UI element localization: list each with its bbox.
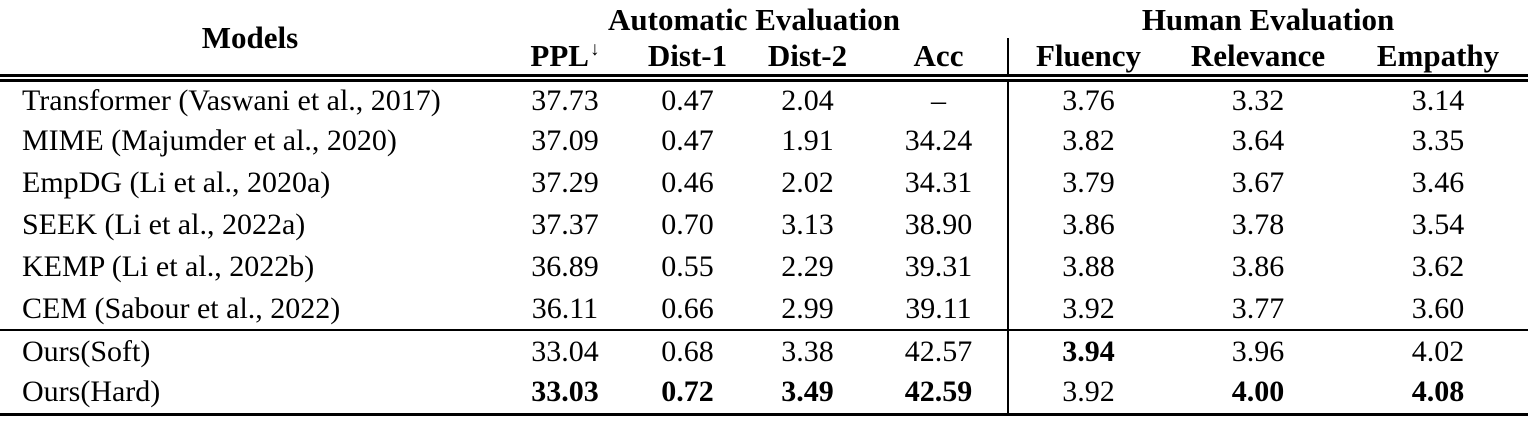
- metric-value: 3.86: [1231, 250, 1285, 283]
- model-name: KEMP (Li et al., 2022b): [22, 250, 315, 283]
- metric-value: 2.02: [781, 166, 834, 199]
- metric-value: 34.31: [904, 166, 973, 199]
- model-name: MIME (Majumder et al., 2020): [22, 124, 397, 157]
- metric-value: 3.13: [781, 208, 834, 241]
- metric-value: 3.32: [1231, 84, 1285, 117]
- metric-value: 33.04: [500, 329, 630, 372]
- table-row: KEMP (Li et al., 2022b) 36.89 0.55 2.29 39.3…: [0, 246, 1528, 288]
- metric-value: 3.62: [1411, 250, 1465, 283]
- col-header-ppl: PPL↓: [500, 38, 630, 82]
- ppl-label: PPL: [530, 38, 589, 73]
- model-name: Ours(Soft): [0, 329, 500, 372]
- metric-value: 3.86: [1007, 204, 1168, 246]
- ours-models-body: Ours(Soft) 33.04 0.68 3.38 42.57 3.94 3.96 4.02…: [0, 329, 1528, 414]
- metric-value: 2.29: [781, 250, 834, 283]
- metric-value: 3.94: [1007, 329, 1168, 372]
- metric-value: 0.47: [661, 124, 714, 157]
- group-header-human-evaluation: Human Evaluation: [1141, 2, 1395, 37]
- col-header-dist2: Dist-2: [745, 38, 870, 82]
- metric-value: 38.90: [904, 208, 973, 241]
- metric-value: 0.46: [661, 166, 714, 199]
- model-name: Ours(Hard): [22, 375, 161, 409]
- col-header-acc: Acc: [870, 38, 1008, 82]
- metric-value: 0.70: [661, 208, 714, 241]
- metric-value: 0.66: [661, 291, 714, 325]
- metric-value: 4.00: [1231, 375, 1285, 409]
- group-header-automatic-evaluation: Automatic Evaluation: [608, 2, 900, 37]
- table-row: EmpDG (Li et al., 2020a) 37.29 0.46 2.02 34.…: [0, 162, 1528, 204]
- col-header-relevance: Relevance: [1168, 38, 1348, 82]
- metric-value: 37.73: [531, 84, 599, 117]
- model-name: SEEK (Li et al., 2022a): [22, 208, 306, 241]
- metric-value: 3.14: [1411, 84, 1465, 117]
- metric-header-row: PPL↓ Dist-1 Dist-2 Acc Fluency Relevance…: [0, 38, 1528, 82]
- col-header-models: Models: [0, 2, 500, 82]
- metric-value: 4.08: [1411, 375, 1465, 409]
- metric-value: 3.49: [781, 375, 834, 409]
- metric-value: 3.64: [1231, 124, 1285, 157]
- table-row: Ours(Hard) 33.03 0.72 3.49 42.59 3.92 4.00 4.08: [0, 372, 1528, 414]
- metric-value: 4.02: [1348, 329, 1528, 372]
- metric-value: 2.04: [781, 84, 834, 117]
- metric-value: 3.82: [1007, 120, 1168, 162]
- metric-value: 0.68: [630, 329, 745, 372]
- metric-value: 3.76: [1007, 78, 1168, 120]
- metric-value: 2.99: [781, 291, 834, 325]
- metric-value: 0.47: [661, 84, 714, 117]
- table-row: Transformer (Vaswani et al., 2017) 37.73 0…: [0, 78, 1528, 120]
- metric-value: 39.31: [904, 250, 973, 283]
- metric-value: 3.46: [1411, 166, 1465, 199]
- table-row: SEEK (Li et al., 2022a) 37.37 0.70 3.13 38.9…: [0, 204, 1528, 246]
- metric-value: 3.54: [1411, 208, 1465, 241]
- evaluation-results-table: Models Automatic Evaluation Human Evalua…: [0, 2, 1528, 416]
- model-name: CEM (Sabour et al., 2022): [22, 291, 341, 325]
- table-row: CEM (Sabour et al., 2022) 36.11 0.66 2.99 39…: [0, 288, 1528, 330]
- metric-value: 3.92: [1007, 288, 1168, 330]
- metric-value: 37.29: [531, 166, 599, 199]
- metric-value: 3.78: [1231, 208, 1285, 241]
- table-header: Models Automatic Evaluation Human Evalua…: [0, 2, 1528, 82]
- metric-value: 0.72: [661, 375, 714, 409]
- metric-value: 37.37: [531, 208, 599, 241]
- metric-value: 42.59: [904, 375, 973, 409]
- metric-value: 37.09: [531, 124, 599, 157]
- col-header-empathy: Empathy: [1348, 38, 1528, 82]
- table-row: Ours(Soft) 33.04 0.68 3.38 42.57 3.94 3.96 4.02: [0, 329, 1528, 372]
- metric-value: 36.11: [531, 291, 599, 325]
- metric-value: 42.57: [870, 329, 1008, 372]
- metric-value: 0.55: [661, 250, 714, 283]
- model-name: EmpDG (Li et al., 2020a): [22, 166, 331, 199]
- col-header-fluency: Fluency: [1007, 38, 1168, 82]
- metric-value: 3.92: [1007, 372, 1168, 414]
- metric-value: 34.24: [904, 124, 973, 157]
- metric-value: 3.88: [1007, 246, 1168, 288]
- metric-value: 3.77: [1231, 291, 1285, 325]
- metric-value: 3.67: [1231, 166, 1285, 199]
- metric-value: 36.89: [531, 250, 599, 283]
- metric-value: 3.38: [745, 329, 870, 372]
- col-header-dist1: Dist-1: [630, 38, 745, 82]
- metric-value: 3.79: [1007, 162, 1168, 204]
- metric-value: 3.60: [1411, 291, 1465, 325]
- metric-value: 33.03: [531, 375, 599, 409]
- table-row: MIME (Majumder et al., 2020) 37.09 0.47 1.9…: [0, 120, 1528, 162]
- metric-value: 3.35: [1411, 124, 1465, 157]
- group-header-row: Models Automatic Evaluation Human Evalua…: [0, 2, 1528, 82]
- metric-value: 1.91: [781, 124, 834, 157]
- metric-value: 39.11: [905, 291, 972, 325]
- model-name: Transformer (Vaswani et al., 2017): [22, 84, 441, 117]
- metric-value: 3.96: [1168, 329, 1348, 372]
- down-arrow-icon: ↓: [589, 38, 600, 60]
- baseline-models-body: Transformer (Vaswani et al., 2017) 37.73 0…: [0, 78, 1528, 330]
- metric-value: –: [931, 84, 946, 117]
